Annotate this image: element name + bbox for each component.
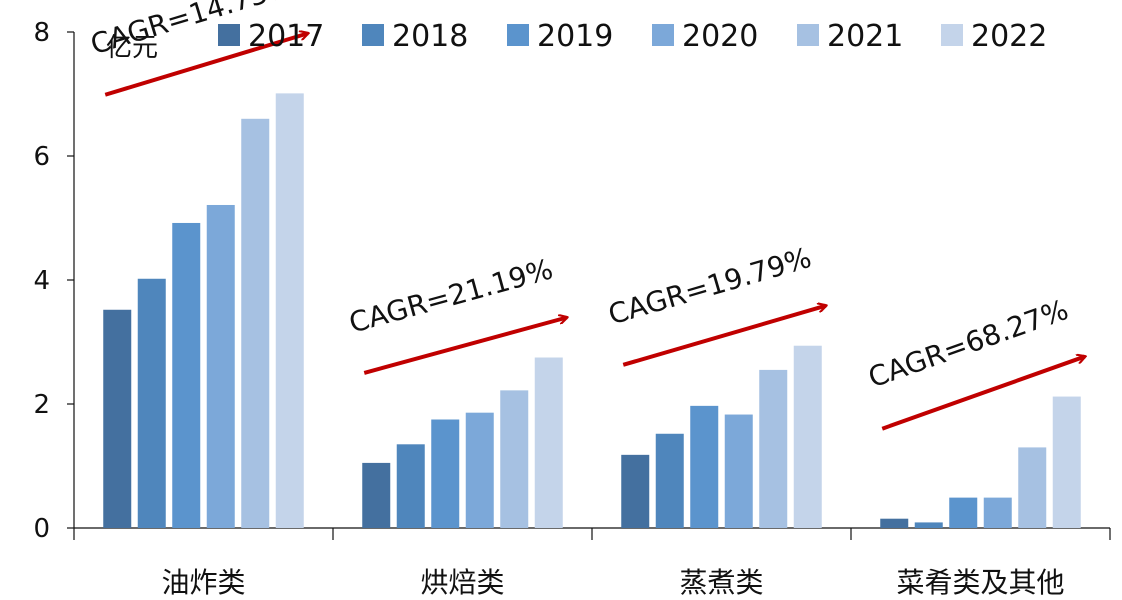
x-tick-label: 菜肴类及其他	[896, 566, 1064, 599]
bar-2021-0	[241, 118, 270, 529]
bar-2022-1	[534, 357, 563, 528]
cagr-arrow	[104, 33, 308, 97]
legend-label-2020: 2020	[682, 19, 758, 54]
x-tick-label: 烘焙类	[420, 566, 504, 599]
bar-2020-0	[206, 204, 235, 529]
y-tick-label: 2	[33, 390, 50, 420]
x-tick-label: 蒸煮类	[679, 566, 763, 599]
y-tick-label: 8	[33, 18, 50, 48]
bar-2017-2	[621, 454, 650, 528]
legend-label-2021: 2021	[827, 19, 903, 54]
bar-2022-0	[275, 93, 304, 528]
legend-swatch-2020	[652, 24, 674, 46]
bar-2018-1	[396, 444, 425, 528]
legend-label-2018: 2018	[392, 19, 468, 54]
bar-2017-3	[880, 518, 909, 528]
bar-2021-1	[500, 390, 529, 528]
y-tick-label: 0	[33, 514, 50, 544]
bar-2019-0	[172, 222, 201, 528]
bar-2019-1	[431, 419, 460, 528]
x-tick-label: 油炸类	[161, 566, 245, 599]
cagr-annotation: CAGR=68.27%	[864, 293, 1073, 394]
cagr-arrows: CAGR=14.73%CAGR=21.19% CAGR=19.79%CAGR=68…	[87, 0, 1085, 431]
bar-2017-1	[362, 462, 391, 528]
bar-2017-0	[103, 309, 132, 528]
cagr-arrow	[363, 318, 567, 375]
unit-label: 亿元	[106, 33, 158, 63]
cagr-annotation: CAGR=21.19%	[346, 252, 557, 339]
bar-2021-2	[759, 369, 788, 528]
legend-swatch-2022	[941, 24, 963, 46]
y-tick-label: 6	[33, 142, 50, 172]
bar-2022-2	[793, 345, 822, 528]
bars	[103, 93, 1081, 529]
bar-2021-3	[1018, 447, 1047, 528]
bar-2018-0	[137, 278, 166, 528]
legend-swatch-2019	[507, 24, 529, 46]
legend: 2017 2018 2019 2020 2021 2022	[218, 19, 1047, 54]
legend-label-2019: 2019	[537, 19, 613, 54]
bar-2019-3	[949, 497, 978, 528]
axes: 0 2 4 6 8 油炸类 烘焙类 蒸煮类 菜肴类及其他	[33, 18, 1111, 599]
legend-swatch-2021	[797, 24, 819, 46]
bar-2020-1	[465, 412, 494, 528]
legend-label-2017: 2017	[248, 19, 324, 54]
bar-2020-3	[983, 497, 1012, 528]
legend-swatch-2018	[362, 24, 384, 46]
bar-2020-2	[724, 414, 753, 528]
bar-2018-2	[655, 433, 684, 528]
legend-swatch-2017	[218, 24, 240, 46]
bar-2019-2	[690, 405, 719, 528]
cagr-arrow	[881, 357, 1085, 431]
cagr-arrow	[622, 306, 826, 367]
bar-2022-3	[1052, 396, 1081, 528]
y-tick-label: 4	[33, 266, 50, 296]
bar-2018-3	[914, 522, 943, 528]
legend-label-2022: 2022	[971, 19, 1047, 54]
